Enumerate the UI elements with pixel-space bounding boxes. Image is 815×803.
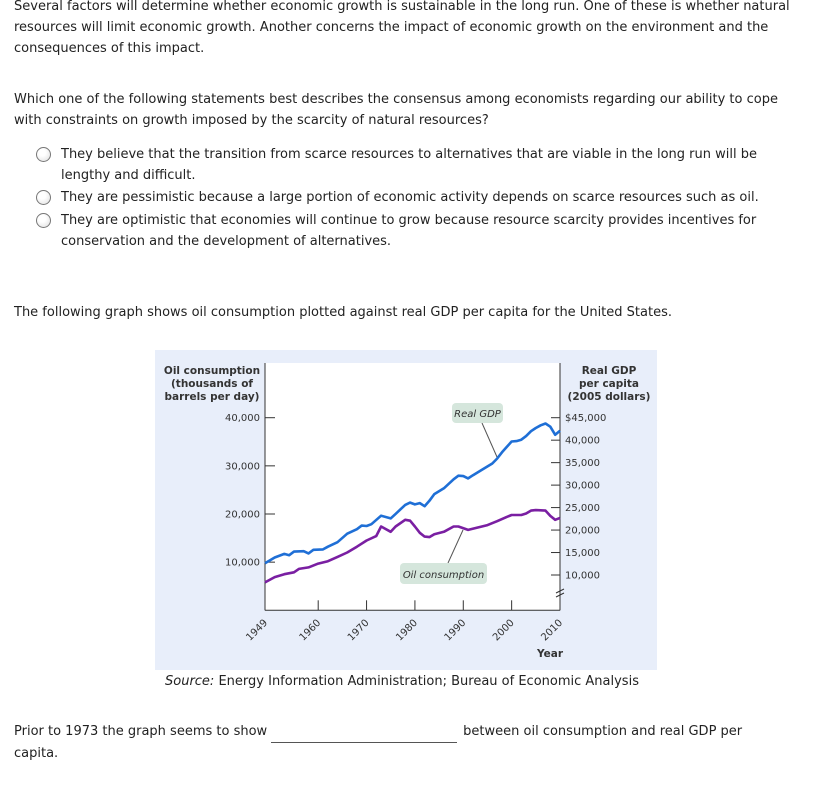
right-axis-tick-label: 20,000	[565, 526, 600, 537]
option-label: They are pessimistic because a large por…	[61, 190, 759, 205]
radio-button[interactable]	[36, 147, 51, 162]
left-axis-title-2: (thousands of	[171, 378, 253, 390]
real-gdp-label: Real GDP	[452, 403, 503, 458]
x-axis-tick-label: 2010	[539, 618, 565, 644]
option-1[interactable]: They believe that the transition from sc…	[36, 144, 796, 186]
left-axis-tick-label: 10,000	[225, 558, 260, 569]
question-text: Which one of the following statements be…	[14, 92, 778, 128]
x-axis-tick-label: 1949	[244, 618, 270, 644]
x-axis-tick-label: 1970	[346, 618, 372, 644]
option-3[interactable]: They are optimistic that economies will …	[36, 210, 796, 252]
right-axis-tick-label: 10,000	[565, 571, 600, 582]
right-axis-title-2: per capita	[579, 378, 639, 390]
real-gdp-leader-line	[481, 422, 498, 458]
fill-in-sentence: Prior to 1973 the graph seems to show bet…	[14, 721, 804, 765]
oil-consumption-line	[264, 508, 561, 584]
x-axis-tick-label: 1990	[443, 618, 469, 644]
right-axis-tick-label: 35,000	[565, 458, 600, 469]
answer-blank-input[interactable]	[271, 724, 458, 743]
fill-in-after-2: capita.	[14, 746, 59, 761]
source-text: Energy Information Administration; Burea…	[214, 674, 639, 689]
right-axis-tick-label: 25,000	[565, 503, 600, 514]
right-axis-title-3: (2005 dollars)	[568, 391, 651, 403]
x-axis-tick-label: 2000	[491, 618, 517, 644]
option-2[interactable]: They are pessimistic because a large por…	[36, 187, 796, 208]
real-gdp-label-text: Real GDP	[454, 409, 502, 420]
axis-break-mark	[555, 588, 565, 598]
x-axis-title: Year	[536, 648, 564, 660]
left-axis-tick-label: 40,000	[225, 413, 260, 424]
fill-in-before: Prior to 1973 the graph seems to show	[14, 724, 268, 739]
fill-in-after: between oil consumption and real GDP per	[463, 724, 743, 739]
oil-label-text: Oil consumption	[403, 570, 484, 581]
oil-gdp-chart: 40,000 30,000 20,000 10,000 $45,000 40,000 35,…	[164, 363, 651, 660]
real-gdp-label-box	[452, 403, 503, 423]
x-axis-tick-label: 1980	[394, 618, 420, 644]
right-axis-title-1: Real GDP	[582, 365, 637, 377]
right-axis-tick-label: 40,000	[565, 436, 600, 447]
real-gdp-line	[264, 422, 561, 565]
left-axis-tick-label: 20,000	[225, 510, 260, 521]
graph-intro: The following graph shows oil consumptio…	[14, 305, 672, 320]
oil-label: Oil consumption	[400, 529, 487, 584]
chart-panel: 40,000 30,000 20,000 10,000 $45,000 40,000 35,…	[155, 350, 657, 670]
source-note: Source: Energy Information Administratio…	[165, 673, 639, 691]
right-axis-tick-label: $45,000	[565, 413, 606, 424]
right-axis-tick-label: 30,000	[565, 481, 600, 492]
source-prefix: Source:	[165, 674, 215, 689]
option-label: They are optimistic that economies will …	[61, 213, 757, 249]
right-axis-tick-label: 15,000	[565, 548, 600, 559]
left-axis-title-1: Oil consumption	[164, 365, 260, 377]
x-axis-tick-label: 1960	[298, 618, 324, 644]
oil-label-box	[400, 563, 487, 584]
radio-button[interactable]	[36, 213, 51, 228]
left-axis-title-3: barrels per day)	[165, 391, 260, 403]
oil-leader-line	[447, 529, 464, 564]
intro-text: Several factors will determine whether e…	[14, 0, 790, 56]
option-label: They believe that the transition from sc…	[61, 147, 757, 183]
left-axis-tick-label: 30,000	[225, 461, 260, 472]
radio-button[interactable]	[36, 190, 51, 205]
